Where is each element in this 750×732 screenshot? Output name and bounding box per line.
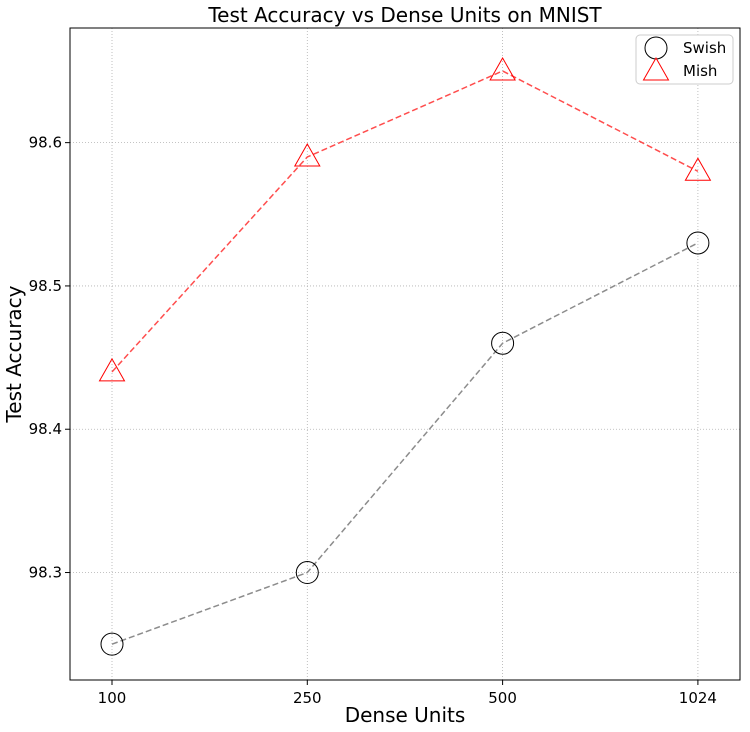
legend: Swish Mish bbox=[635, 34, 734, 85]
swish-series-line bbox=[111, 242, 699, 645]
mish-point bbox=[489, 56, 516, 81]
y-tick-label: 98.5 bbox=[29, 277, 62, 295]
y-axis-ticks: 98.3 98.4 98.5 98.6 bbox=[29, 134, 70, 582]
y-tick-label: 98.3 bbox=[29, 564, 62, 582]
swish-point bbox=[491, 331, 515, 355]
plot-frame bbox=[69, 27, 741, 681]
series-markers bbox=[98, 56, 712, 656]
y-axis-label: Test Accuracy bbox=[2, 285, 26, 423]
x-tick-label: 100 bbox=[98, 689, 127, 707]
mish-point bbox=[293, 142, 321, 167]
legend-box bbox=[635, 34, 734, 85]
mish-series-line bbox=[111, 70, 699, 373]
x-tick-label: 1024 bbox=[679, 689, 717, 707]
chart-title: Test Accuracy vs Dense Units on MNIST bbox=[207, 3, 602, 27]
grid bbox=[70, 28, 740, 680]
x-tick-label: 250 bbox=[293, 689, 322, 707]
y-tick-label: 98.4 bbox=[29, 420, 62, 438]
x-tick-label: 500 bbox=[488, 689, 517, 707]
swish-point bbox=[100, 632, 124, 656]
x-axis-ticks: 100 250 500 1024 bbox=[98, 680, 717, 707]
swish-point bbox=[295, 561, 319, 585]
series-lines bbox=[111, 70, 699, 645]
y-tick-label: 98.6 bbox=[29, 134, 62, 152]
mish-point bbox=[684, 157, 712, 181]
legend-swish-label: Swish bbox=[683, 39, 726, 57]
x-axis-label: Dense Units bbox=[345, 703, 466, 727]
mish-point bbox=[98, 357, 126, 382]
legend-mish-label: Mish bbox=[683, 62, 717, 80]
swish-point bbox=[686, 231, 710, 255]
legend-mish-marker bbox=[642, 56, 670, 81]
